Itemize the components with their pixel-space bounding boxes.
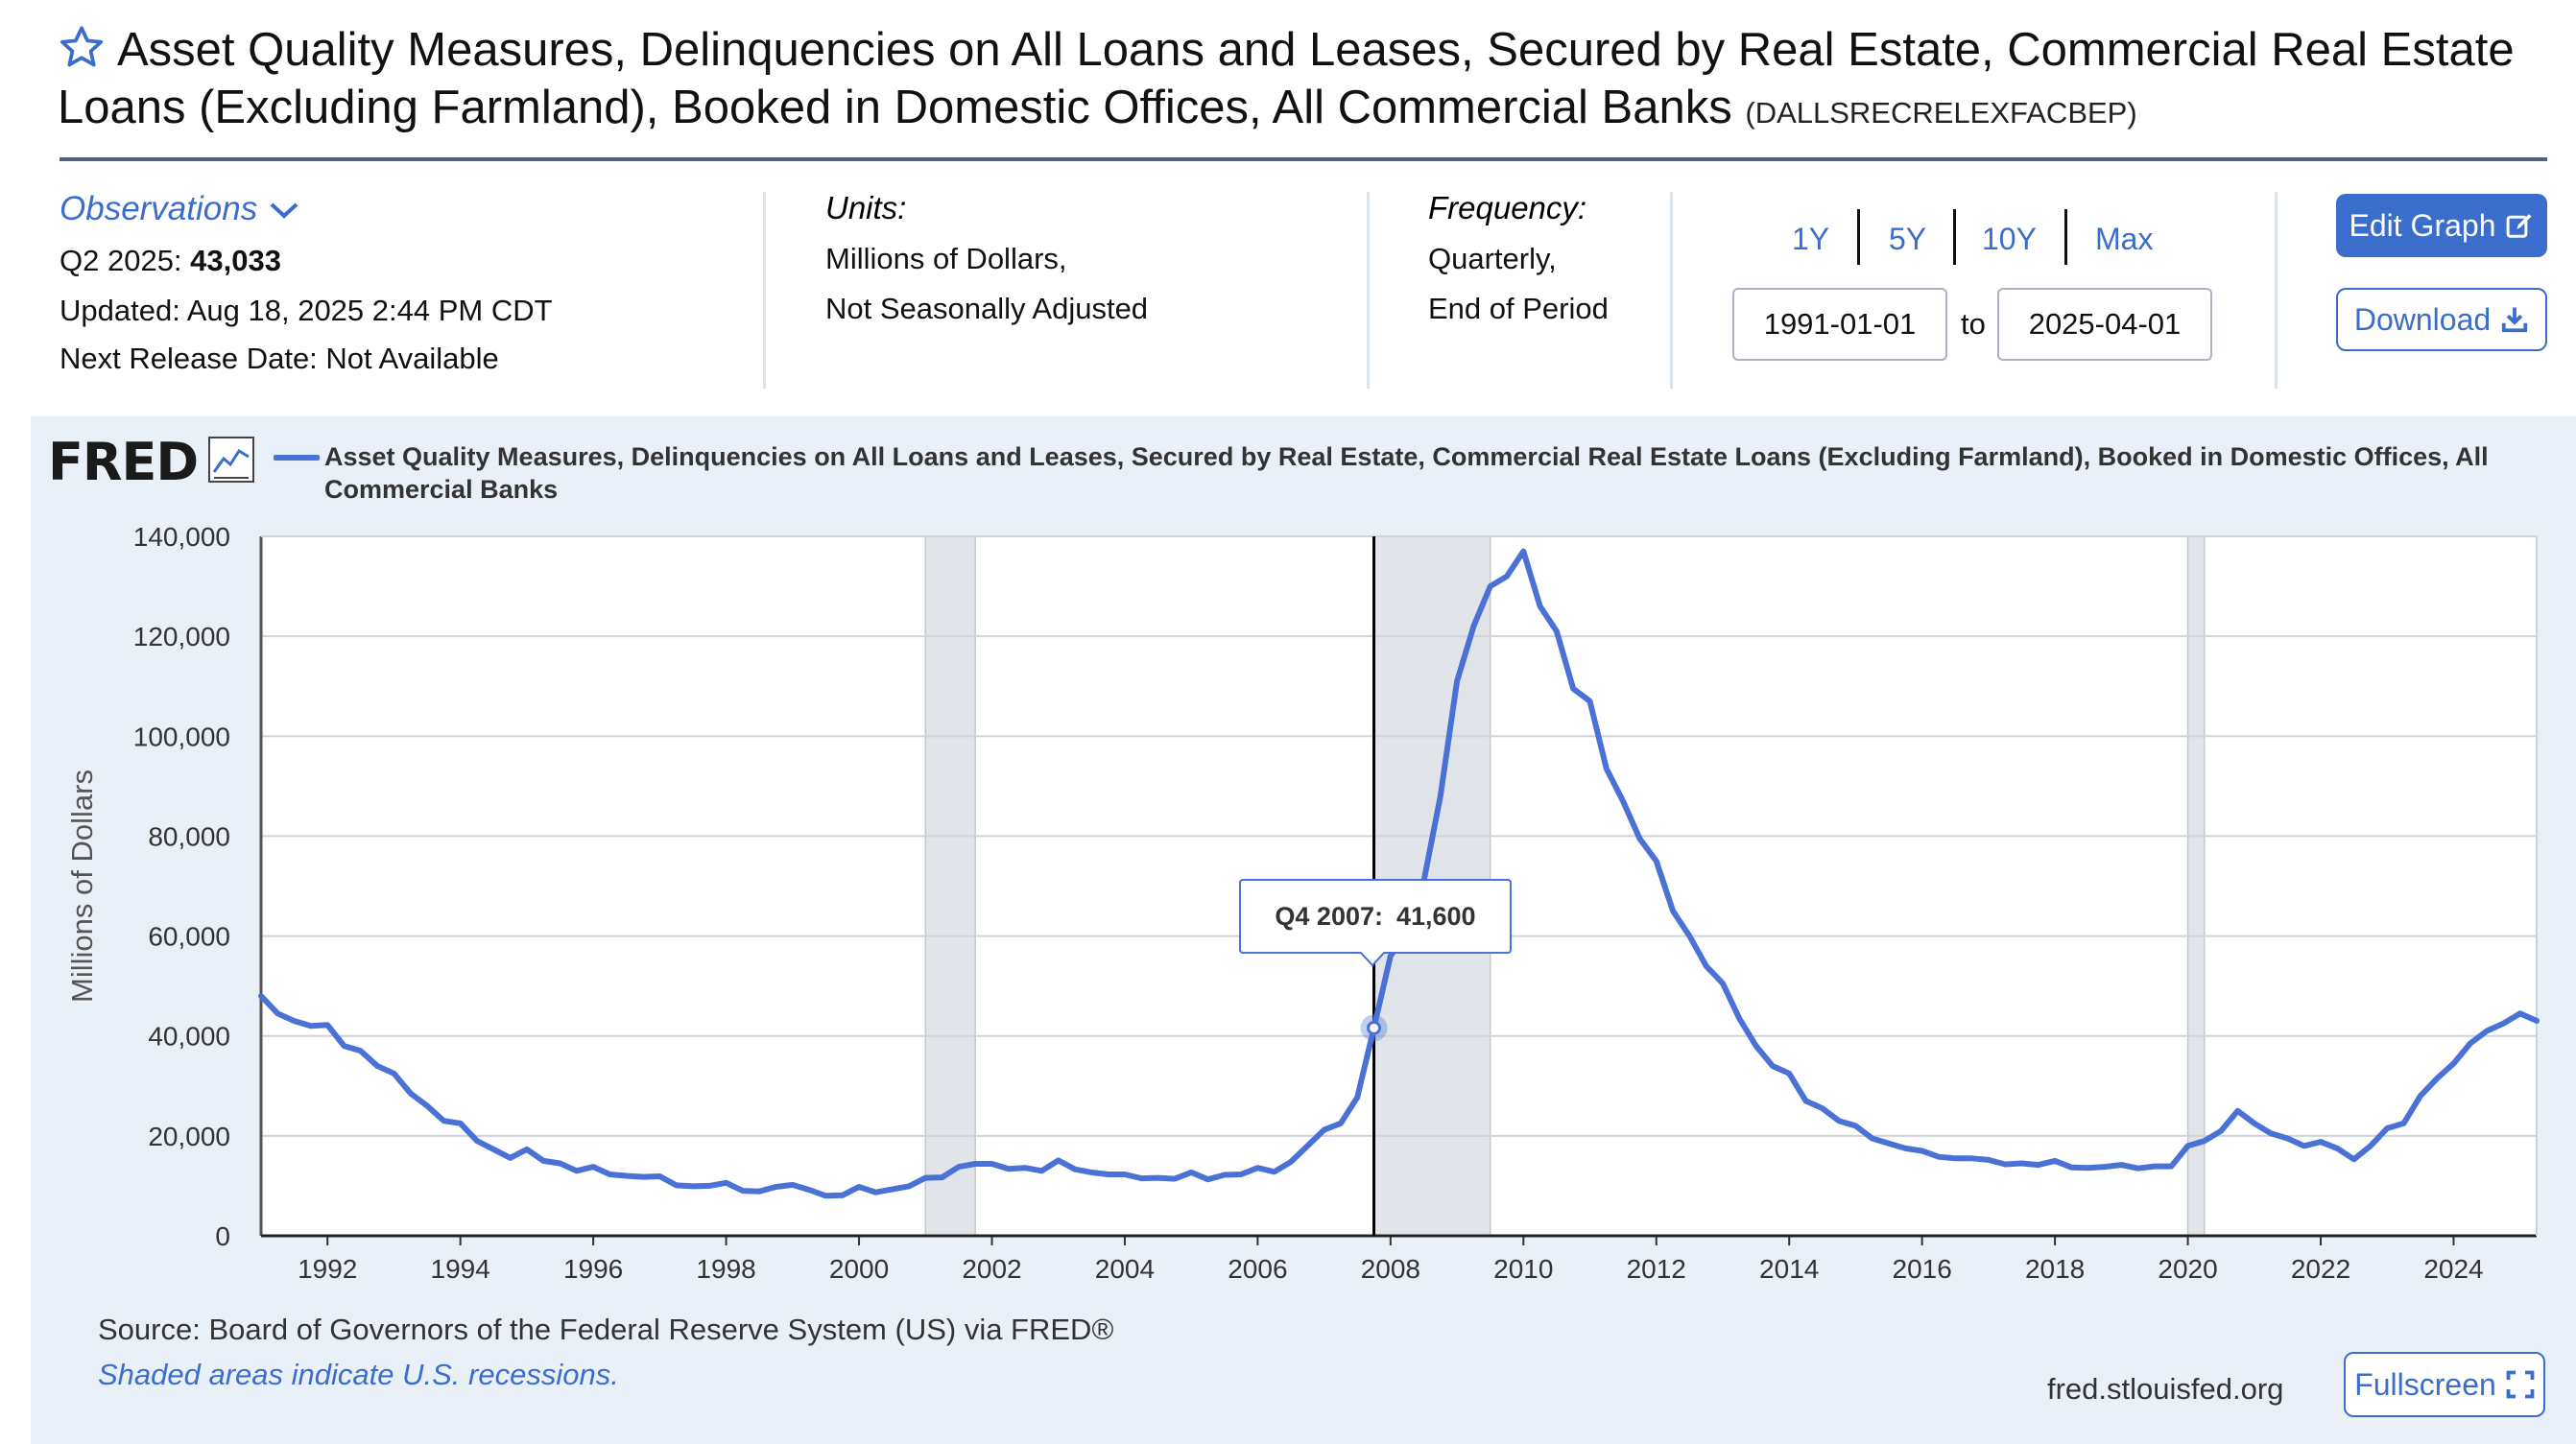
title-divider <box>60 157 2547 161</box>
chart-tooltip: Q4 2007: 41,600 <box>1239 879 1512 954</box>
range-5y-button[interactable]: 5Y <box>1889 222 1927 256</box>
x-tick-label: 2022 <box>2291 1254 2350 1284</box>
fred-logo: FRED <box>48 432 199 492</box>
x-tick-label: 1992 <box>298 1254 357 1284</box>
latest-period: Q2 2025: <box>60 244 182 277</box>
x-tick-label: 2006 <box>1228 1254 1287 1284</box>
y-tick-label: 40,000 <box>148 1022 230 1052</box>
legend-label: Asset Quality Measures, Delinquencies on… <box>324 442 2489 504</box>
x-tick-label: 2002 <box>962 1254 1021 1284</box>
source-note: Source: Board of Governors of the Federa… <box>98 1313 1114 1346</box>
updated-text: Updated: Aug 18, 2025 2:44 PM CDT <box>60 294 553 327</box>
observations-toggle[interactable]: Observations <box>60 190 300 228</box>
y-tick-label: 80,000 <box>148 821 230 851</box>
y-axis-title: Millions of Dollars <box>65 769 99 1003</box>
column-divider <box>763 192 766 389</box>
tooltip-period: Q4 2007: <box>1275 901 1383 931</box>
recession-band <box>2186 535 2206 1237</box>
end-date-input[interactable] <box>1997 288 2212 361</box>
x-tick-label: 2000 <box>829 1254 889 1284</box>
range-separator <box>2064 209 2067 265</box>
range-separator <box>1953 209 1956 265</box>
to-label: to <box>1961 307 1986 341</box>
fred-graph-icon <box>208 437 254 483</box>
x-tick-label: 2004 <box>1095 1254 1155 1284</box>
x-tick-label: 2014 <box>1759 1254 1819 1284</box>
x-tick-label: 2008 <box>1361 1254 1420 1284</box>
chevron-down-icon[interactable] <box>268 199 300 222</box>
series-title: Asset Quality Measures, Delinquencies on… <box>58 24 2515 133</box>
page-title: Asset Quality Measures, Delinquencies on… <box>58 21 2515 142</box>
x-tick-label: 2016 <box>1893 1254 1952 1284</box>
start-date-input[interactable] <box>1732 288 1947 361</box>
range-max-button[interactable]: Max <box>2095 222 2154 256</box>
y-tick-label: 100,000 <box>133 722 230 751</box>
fullscreen-icon <box>2506 1370 2535 1399</box>
series-id: (DALLSRECRELEXFACBEP) <box>1745 96 2137 130</box>
edit-icon <box>2507 214 2532 238</box>
units-label: Units: <box>825 190 907 225</box>
x-tick-label: 2018 <box>2025 1254 2085 1284</box>
fullscreen-label: Fullscreen <box>2354 1366 2496 1402</box>
tooltip-pointer <box>1359 952 1386 967</box>
latest-value: 43,033 <box>190 244 281 277</box>
edit-graph-label: Edit Graph <box>2349 207 2496 243</box>
legend-line-swatch <box>274 455 320 461</box>
column-divider <box>1670 192 1673 389</box>
tooltip-value: 41,600 <box>1395 901 1476 931</box>
x-tick-label: 1998 <box>696 1254 755 1284</box>
x-tick-label: 2024 <box>2423 1254 2483 1284</box>
download-label: Download <box>2353 301 2492 337</box>
next-release-text: Next Release Date: Not Available <box>60 342 499 375</box>
y-tick-label: 20,000 <box>148 1122 230 1151</box>
frequency-line1: Quarterly, <box>1428 242 1557 275</box>
hover-marker[interactable] <box>1367 1020 1382 1035</box>
observations-label[interactable]: Observations <box>60 190 258 227</box>
units-line1: Millions of Dollars, <box>825 242 1067 275</box>
column-divider <box>1367 192 1370 389</box>
frequency-label: Frequency: <box>1428 190 1587 225</box>
download-button[interactable]: Download <box>2336 288 2547 351</box>
x-tick-label: 1996 <box>563 1254 623 1284</box>
x-tick-label: 2020 <box>2158 1254 2217 1284</box>
range-1y-button[interactable]: 1Y <box>1792 222 1830 256</box>
recession-band <box>924 535 976 1237</box>
range-10y-button[interactable]: 10Y <box>1982 222 2037 256</box>
fullscreen-button[interactable]: Fullscreen <box>2344 1352 2545 1417</box>
star-outline-icon[interactable] <box>58 23 106 71</box>
download-icon <box>2502 307 2528 333</box>
edit-graph-button[interactable]: Edit Graph <box>2336 194 2547 257</box>
y-tick-label: 0 <box>215 1221 230 1251</box>
y-tick-label: 140,000 <box>133 522 230 552</box>
range-separator <box>1857 209 1860 265</box>
x-tick-label: 2012 <box>1627 1254 1686 1284</box>
column-divider <box>2275 192 2278 389</box>
y-tick-label: 120,000 <box>133 622 230 651</box>
units-line2: Not Seasonally Adjusted <box>825 292 1149 325</box>
latest-observation: Q2 2025: 43,033 <box>60 244 281 278</box>
fred-url[interactable]: fred.stlouisfed.org <box>2047 1372 2284 1406</box>
recession-note[interactable]: Shaded areas indicate U.S. recessions. <box>98 1358 619 1391</box>
y-tick-label: 60,000 <box>148 922 230 952</box>
frequency-line2: End of Period <box>1428 292 1609 325</box>
x-tick-label: 2010 <box>1493 1254 1553 1284</box>
x-tick-label: 1994 <box>431 1254 490 1284</box>
